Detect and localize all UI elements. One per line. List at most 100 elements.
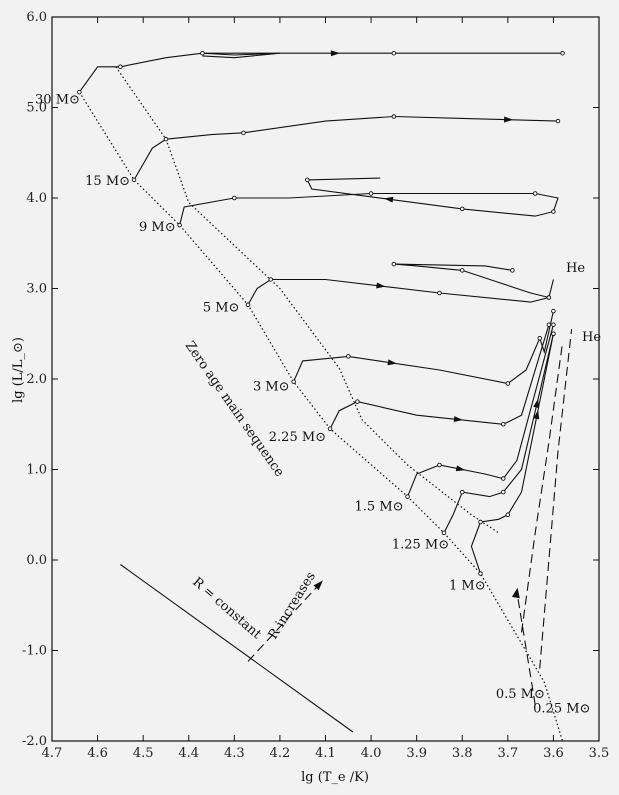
track-point <box>546 322 552 327</box>
track-point <box>510 268 515 273</box>
track-point <box>177 222 182 228</box>
x-tick-label: 4.1 <box>315 746 336 761</box>
track-loop-30-msun <box>202 52 280 59</box>
x-tick-label: 3.7 <box>497 746 518 761</box>
mass-label: 0.5 M⊙ <box>496 687 545 702</box>
helium-branch-line <box>520 342 564 633</box>
track-15-msun <box>133 115 559 181</box>
x-tick-label: 4.5 <box>133 746 154 761</box>
mass-label: 0.25 M⊙ <box>533 702 590 717</box>
track-point <box>405 494 410 499</box>
mass-label: 1.25 M⊙ <box>392 538 449 553</box>
track-point <box>551 209 556 214</box>
track-point <box>551 331 556 337</box>
track-5-msun <box>247 263 554 306</box>
evolutionary-tracks <box>77 50 573 742</box>
track-arrow <box>533 409 540 420</box>
mass-label: 9 M⊙ <box>139 220 176 235</box>
y-tick-label: 1.0 <box>26 463 47 478</box>
track-point <box>505 381 511 386</box>
track-point <box>163 136 169 142</box>
y-tick-label: -1.0 <box>22 644 47 659</box>
plot-frame <box>51 16 600 742</box>
x-tick-label: 3.9 <box>406 746 427 761</box>
track-point <box>200 50 205 56</box>
track-point <box>305 177 310 183</box>
track-1-msun <box>470 333 554 574</box>
track-arrow <box>455 465 466 472</box>
y-tick-labels: -2.0 -1.0 0.0 1.0 2.0 3.0 4.0 5.0 6.0 <box>22 10 47 749</box>
r-increases-label: R increases <box>266 569 319 642</box>
mass-label: 5 M⊙ <box>203 301 240 316</box>
track-point <box>241 130 246 136</box>
track-point <box>478 519 483 525</box>
y-tick-label: 5.0 <box>26 101 47 116</box>
track-point <box>291 379 296 384</box>
track-point <box>391 261 397 267</box>
low-mass-arrow-head <box>511 587 520 599</box>
r-increases-line <box>247 582 322 662</box>
x-tick-label: 4.6 <box>87 746 108 761</box>
y-tick-label: 3.0 <box>26 282 47 297</box>
mass-label: 3 M⊙ <box>253 379 290 394</box>
track-point <box>501 422 506 427</box>
track-point <box>555 118 561 124</box>
annotations: Zero age main sequence R = constant R incr… <box>182 261 602 643</box>
track-9-msun <box>179 177 559 226</box>
x-tick-label: 3.5 <box>589 746 610 761</box>
track-point <box>501 489 506 495</box>
track-arrow <box>387 359 397 366</box>
track-point <box>355 399 360 404</box>
mass-label: 30 M⊙ <box>35 92 80 107</box>
track-point <box>131 177 137 183</box>
y-axis-label: lg (L/L_⊙) <box>11 337 26 403</box>
track-1.5-msun <box>407 324 554 497</box>
y-tick-label: 4.0 <box>26 191 47 206</box>
low-mass-track <box>516 591 536 705</box>
track-point <box>460 268 465 273</box>
track-point <box>546 295 552 300</box>
track-point <box>478 571 483 576</box>
track-arrow <box>376 282 386 289</box>
track-point <box>346 354 351 359</box>
zams-annotation: Zero age main sequence <box>182 339 287 480</box>
he-label-2: He <box>582 330 601 345</box>
track-point <box>368 191 374 196</box>
track-point <box>460 489 465 495</box>
tams-line <box>115 66 500 534</box>
r-increases-arrow-head <box>313 580 323 591</box>
mass-label: 1.5 M⊙ <box>355 500 404 515</box>
y-tick-label: 0.0 <box>26 553 47 568</box>
track-point <box>437 290 442 296</box>
track-point <box>268 277 274 282</box>
x-tick-label: 4.4 <box>178 746 199 761</box>
track-arrow <box>504 116 514 123</box>
x-tick-label: 4.0 <box>361 746 382 761</box>
track-point <box>551 308 556 314</box>
track-point <box>537 336 542 341</box>
track-arrow <box>330 50 340 57</box>
x-tick-label: 3.8 <box>452 746 473 761</box>
track-point <box>118 64 123 70</box>
x-tick-label: 4.3 <box>224 746 245 761</box>
mass-label: 15 M⊙ <box>85 174 130 189</box>
mass-label: 2.25 M⊙ <box>269 430 326 445</box>
track-30-msun <box>78 52 563 93</box>
zams-line <box>78 91 564 742</box>
track-arrow <box>384 196 394 203</box>
x-tick-label: 3.6 <box>543 746 564 761</box>
mass-label: 1 M⊙ <box>449 578 486 593</box>
track-point <box>437 462 442 468</box>
x-axis-label: lg (T_e /K) <box>301 770 369 785</box>
track-point <box>441 530 447 536</box>
track-point <box>391 114 397 119</box>
y-tick-label: 2.0 <box>26 372 47 387</box>
track-point <box>551 322 556 327</box>
x-tick-label: 4.2 <box>270 746 291 761</box>
track-3-msun <box>293 310 554 385</box>
axis-ticks <box>51 16 600 742</box>
track-point <box>245 302 251 308</box>
track-arrow <box>453 416 463 423</box>
r-constant-label: R = constant <box>189 575 264 643</box>
